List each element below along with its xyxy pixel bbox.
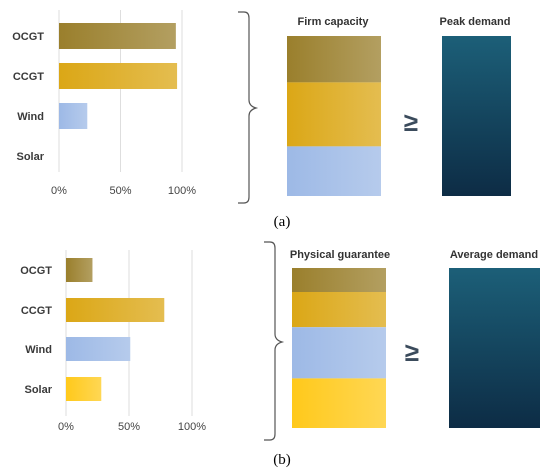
panel-b-label: (b)	[273, 452, 291, 468]
firm-capacity-stack	[287, 36, 381, 196]
panel-a-geq-symbol: ≥	[404, 107, 418, 137]
x-tick-label: 100%	[178, 421, 206, 433]
peak-demand-block	[442, 36, 511, 196]
stack-segment-ccgt	[292, 292, 386, 328]
panel-b-bars	[66, 258, 165, 401]
stack-segment-ocgt	[287, 36, 381, 83]
panel-a-label: (a)	[274, 214, 291, 230]
x-tick-label: 0%	[58, 421, 74, 433]
physical-guarantee-stack	[292, 268, 386, 428]
panel-b-tick-labels: 0% 50% 100%	[58, 421, 206, 433]
panel-a-bars	[59, 23, 178, 129]
panel-a-brace	[238, 11, 259, 204]
panel-a: OCGT CCGT Wind Solar 0% 50% 100% Firm capacit…	[12, 10, 511, 230]
bar-ocgt	[66, 258, 93, 282]
x-tick-label: 50%	[109, 185, 131, 197]
category-label-solar: Solar	[16, 151, 44, 163]
panel-b-geq-symbol: ≥	[405, 337, 419, 367]
panel-b: OCGT CCGT Wind Solar 0% 50% 100% Physical gua…	[20, 241, 540, 468]
bar-ccgt	[59, 63, 178, 89]
stack-segment-ccgt	[287, 82, 381, 147]
bar-ccgt	[66, 298, 165, 322]
panel-a-tick-labels: 0% 50% 100%	[51, 185, 196, 197]
category-label-ccgt: CCGT	[13, 71, 44, 83]
category-label-ocgt: OCGT	[12, 31, 44, 43]
panel-b-category-labels: OCGT CCGT Wind Solar	[20, 265, 52, 396]
panel-a-category-labels: OCGT CCGT Wind Solar	[12, 31, 44, 163]
panel-b-brace	[264, 241, 285, 441]
firm-capacity-title: Firm capacity	[298, 16, 370, 28]
category-label-wind: Wind	[25, 344, 52, 356]
stack-segment-wind	[292, 327, 386, 379]
stack-segment-wind	[287, 146, 381, 196]
category-label-solar: Solar	[24, 384, 52, 396]
bar-ocgt	[59, 23, 176, 49]
average-demand-title: Average demand	[450, 249, 538, 261]
physical-guarantee-title: Physical guarantee	[290, 249, 390, 261]
x-tick-label: 0%	[51, 185, 67, 197]
bar-wind	[66, 337, 131, 361]
stack-segment-solar	[292, 378, 386, 428]
category-label-ccgt: CCGT	[21, 305, 52, 317]
stack-segment-ocgt	[292, 268, 386, 292]
average-demand-block	[449, 268, 540, 428]
category-label-ocgt: OCGT	[20, 265, 52, 277]
bar-solar	[66, 377, 102, 401]
category-label-wind: Wind	[17, 111, 44, 123]
x-tick-label: 100%	[168, 185, 196, 197]
x-tick-label: 50%	[118, 421, 140, 433]
bar-wind	[59, 103, 88, 129]
peak-demand-title: Peak demand	[440, 16, 511, 28]
